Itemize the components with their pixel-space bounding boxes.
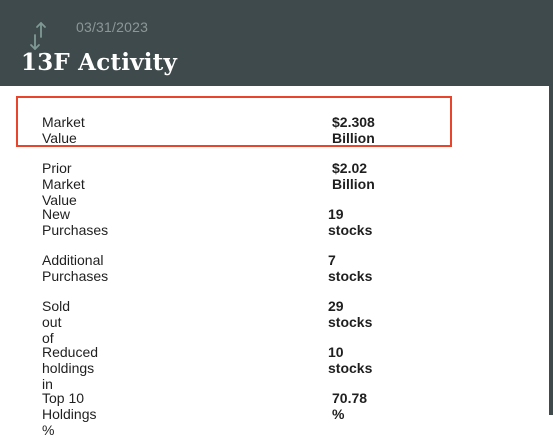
- additional-purchases-label: Additional Purchases: [42, 252, 109, 284]
- header-bar: 03/31/2023 13F Activity: [0, 0, 553, 86]
- market-value-value: $2.308 Billion: [332, 114, 375, 146]
- sold-out-label: Sold out of: [42, 298, 71, 346]
- reduced-holdings-value: 10 stocks: [328, 344, 373, 376]
- report-date: 03/31/2023: [76, 19, 149, 35]
- highlight-box: [16, 96, 452, 147]
- new-purchases-label: New Purchases: [42, 206, 109, 238]
- reduced-holdings-label: Reduced holdings in: [42, 344, 99, 392]
- sold-out-value: 29 stocks: [328, 298, 373, 330]
- top-10-holdings-value: 70.78 %: [332, 390, 368, 422]
- prior-market-value-label: Prior Market Value: [42, 160, 85, 208]
- prior-market-value-value: $2.02 Billion: [332, 160, 375, 192]
- market-value-label: Market Value: [42, 114, 85, 146]
- page-title: 13F Activity: [21, 49, 178, 76]
- new-purchases-value: 19 stocks: [328, 206, 373, 238]
- additional-purchases-value: 7 stocks: [328, 252, 373, 284]
- top-10-holdings-label: Top 10 Holdings %: [42, 390, 97, 438]
- up-down-arrows-icon: [30, 22, 46, 50]
- panel-edge: [549, 86, 553, 415]
